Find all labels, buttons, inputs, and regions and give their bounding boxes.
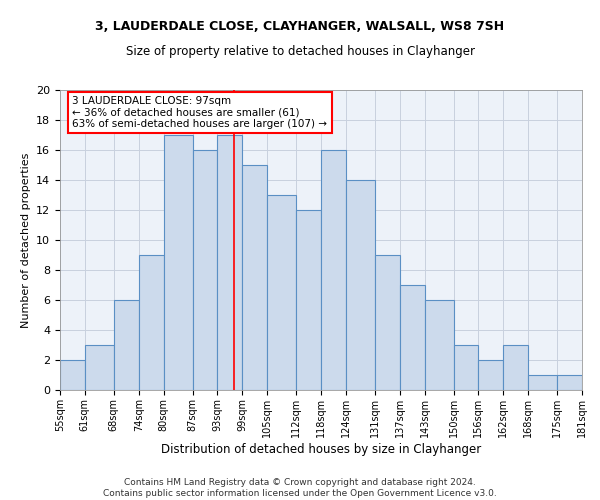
Bar [242, 165, 267, 390]
Bar [139, 255, 164, 390]
Bar [60, 360, 85, 390]
X-axis label: Distribution of detached houses by size in Clayhanger: Distribution of detached houses by size … [161, 442, 481, 456]
Bar [193, 150, 217, 390]
Text: 3, LAUDERDALE CLOSE, CLAYHANGER, WALSALL, WS8 7SH: 3, LAUDERDALE CLOSE, CLAYHANGER, WALSALL… [95, 20, 505, 33]
Bar [454, 345, 478, 390]
Text: 3 LAUDERDALE CLOSE: 97sqm
← 36% of detached houses are smaller (61)
63% of semi-: 3 LAUDERDALE CLOSE: 97sqm ← 36% of detac… [73, 96, 328, 129]
Bar [114, 300, 139, 390]
Bar [375, 255, 400, 390]
Bar [478, 360, 503, 390]
Bar [267, 195, 296, 390]
Bar [346, 180, 375, 390]
Bar [321, 150, 346, 390]
Bar [400, 285, 425, 390]
Bar [164, 135, 193, 390]
Bar [217, 135, 242, 390]
Bar [85, 345, 114, 390]
Bar [528, 375, 557, 390]
Y-axis label: Number of detached properties: Number of detached properties [20, 152, 31, 328]
Bar [296, 210, 321, 390]
Bar [557, 375, 582, 390]
Text: Size of property relative to detached houses in Clayhanger: Size of property relative to detached ho… [125, 45, 475, 58]
Text: Contains HM Land Registry data © Crown copyright and database right 2024.
Contai: Contains HM Land Registry data © Crown c… [103, 478, 497, 498]
Bar [425, 300, 454, 390]
Bar [503, 345, 528, 390]
